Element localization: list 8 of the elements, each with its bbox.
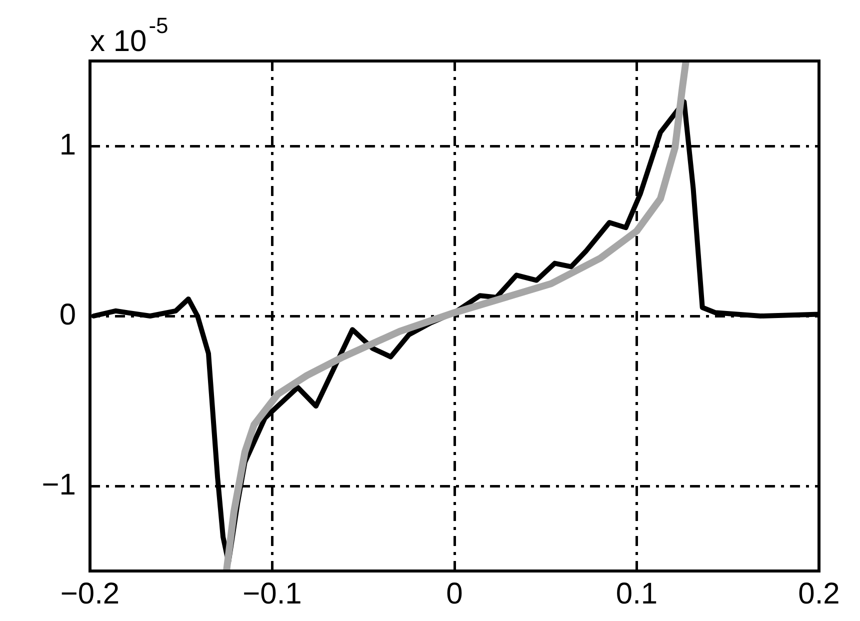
y-tick-label: −1 bbox=[42, 468, 76, 502]
x-tick-label: 0 bbox=[446, 577, 463, 610]
x-tick-label: 0.1 bbox=[616, 577, 658, 610]
x-tick-label: 0.2 bbox=[798, 577, 840, 610]
x-tick-label: −0.1 bbox=[242, 577, 302, 610]
y-tick-label: 0 bbox=[59, 298, 76, 332]
y-tick-label: 1 bbox=[59, 128, 76, 162]
x-tick-label: −0.2 bbox=[60, 577, 120, 610]
